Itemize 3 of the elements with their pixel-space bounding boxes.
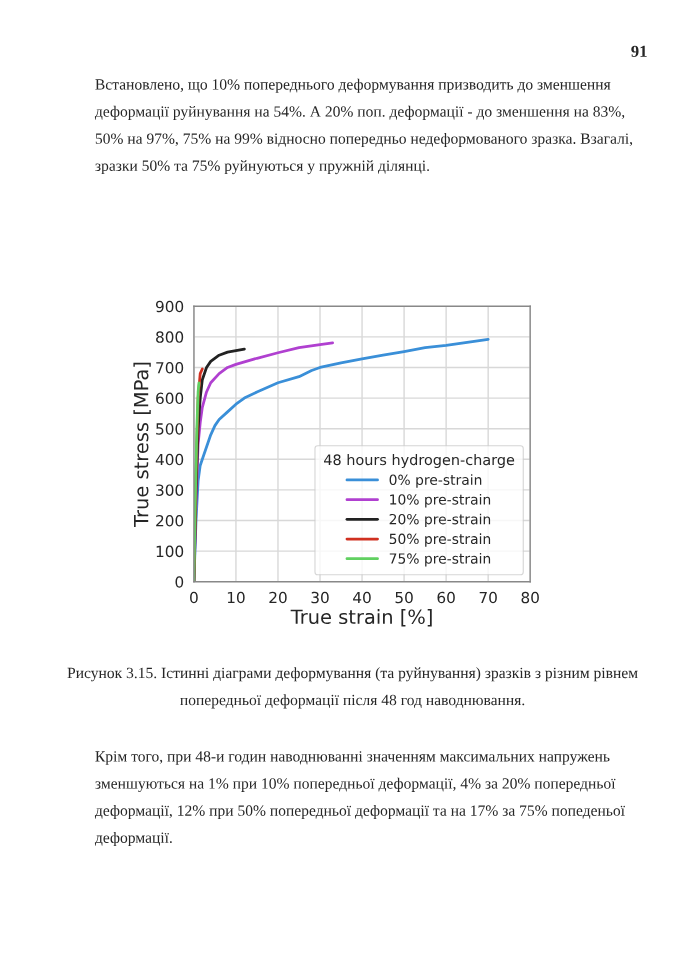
y-axis-title: True stress [MPa] bbox=[133, 362, 151, 528]
text: 91 bbox=[631, 45, 647, 57]
x-axis-title: True strain [%] bbox=[290, 609, 432, 627]
